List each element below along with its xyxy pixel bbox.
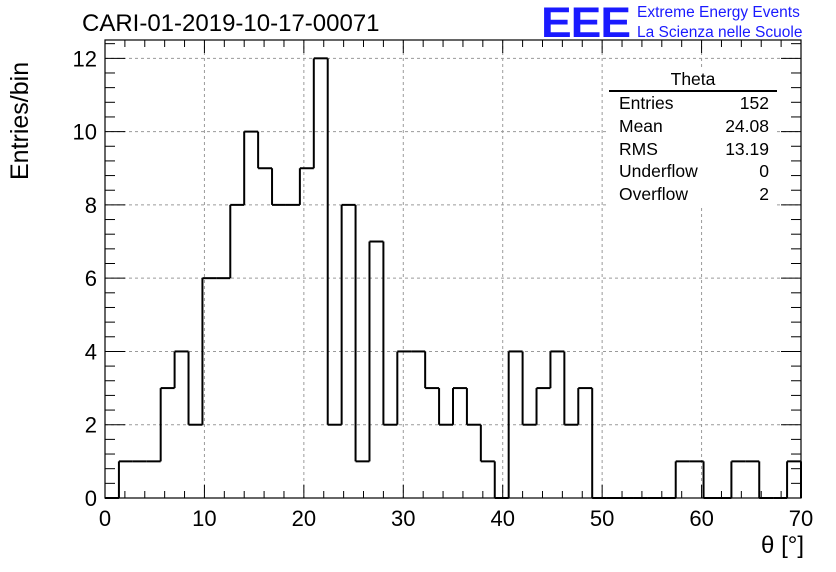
stats-label: RMS (619, 138, 658, 159)
x-tick-label: 0 (99, 506, 111, 531)
y-axis-label: Entries/bin (6, 61, 34, 180)
x-tick-label: 60 (689, 506, 713, 531)
y-tick-label: 0 (85, 486, 97, 511)
stats-label: Underflow (619, 161, 698, 182)
y-tick-label: 2 (85, 413, 97, 438)
x-tick-label: 10 (192, 506, 216, 531)
y-tick-label: 4 (85, 339, 97, 364)
histogram-title: CARI-01-2019-10-17-00071 (82, 10, 380, 37)
stats-label: Entries (619, 93, 674, 113)
stats-box: Theta Entries 152 Mean 24.08 RMS 13.19 U… (609, 70, 777, 206)
stats-row-mean: Mean 24.08 (609, 115, 777, 138)
stats-value: 0 (759, 161, 769, 182)
y-tick-label: 12 (73, 46, 97, 71)
logo-line-1: Extreme Energy Events (637, 4, 800, 21)
axis-ticks (104, 40, 802, 499)
stats-row-rms: RMS 13.19 (609, 138, 777, 161)
stats-box-title: Theta (609, 70, 777, 92)
y-tick-label: 6 (85, 266, 97, 291)
stats-value: 24.08 (725, 115, 769, 136)
stats-row-underflow: Underflow 0 (609, 160, 777, 183)
x-tick-label: 20 (292, 506, 316, 531)
x-tick-label: 30 (391, 506, 415, 531)
y-tick-label: 10 (73, 120, 97, 145)
stats-value: 152 (739, 93, 769, 113)
eee-logo-text: Extreme Energy Events La Scienza nelle S… (637, 3, 802, 43)
logo-line-2: La Scienza nelle Scuole (637, 24, 803, 41)
x-tick-label: 50 (590, 506, 614, 531)
plot-frame (104, 39, 802, 499)
x-tick-label: 40 (490, 506, 514, 531)
x-tick-label: 70 (789, 506, 813, 531)
stats-value: 13.19 (725, 138, 769, 159)
stats-label: Mean (619, 115, 663, 136)
stats-value: 2 (759, 184, 769, 205)
eee-logo: EEE (541, 0, 631, 47)
stats-row-overflow: Overflow 2 (609, 183, 777, 206)
stats-label: Overflow (619, 184, 689, 205)
y-tick-label: 8 (85, 193, 97, 218)
stats-row-entries: Entries 152 (609, 92, 777, 115)
x-axis-label: θ [°] (761, 532, 804, 559)
